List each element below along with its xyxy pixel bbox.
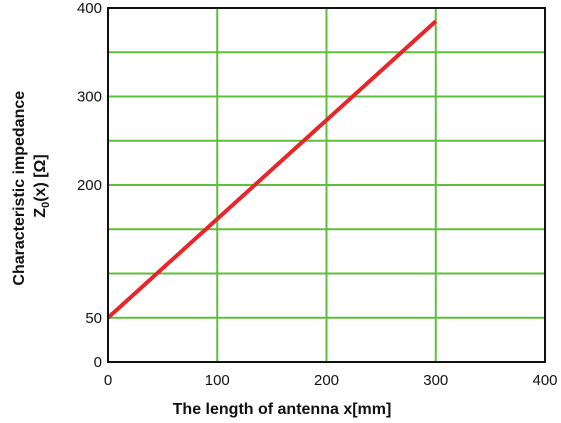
series-layer xyxy=(106,19,438,320)
y-tick-label: 50 xyxy=(85,310,102,327)
x-tick-labels: 0 100 200 300 400 xyxy=(104,372,558,389)
y-tick-label: 0 xyxy=(94,354,102,371)
grid xyxy=(108,8,545,362)
y-tick-label: 200 xyxy=(77,177,102,194)
x-tick-label: 0 xyxy=(104,372,112,389)
y-axis-title-rest: (x) [Ω] xyxy=(32,154,49,201)
y-tick-label: 400 xyxy=(77,0,102,17)
y-axis-title-symbol: Z xyxy=(32,208,49,218)
x-tick-label: 400 xyxy=(532,372,557,389)
y-axis-title-line1: Characteristic impedance xyxy=(11,91,28,286)
y-axis-title-line2: Z0(x) [Ω] xyxy=(32,154,52,217)
plot-frame xyxy=(107,7,546,363)
y-axis-title: Characteristic impedance Z0(x) [Ω] xyxy=(11,86,52,285)
x-tick-label: 200 xyxy=(314,372,339,389)
series-line xyxy=(106,19,438,320)
x-tick-label: 100 xyxy=(205,372,230,389)
y-tick-label: 300 xyxy=(77,89,102,106)
x-tick-label: 300 xyxy=(423,372,448,389)
y-tick-labels: 0 50 200 300 400 xyxy=(77,0,102,371)
x-axis-title: The length of antenna x[mm] xyxy=(173,401,392,418)
y-axis-title-subscript: 0 xyxy=(40,202,52,208)
